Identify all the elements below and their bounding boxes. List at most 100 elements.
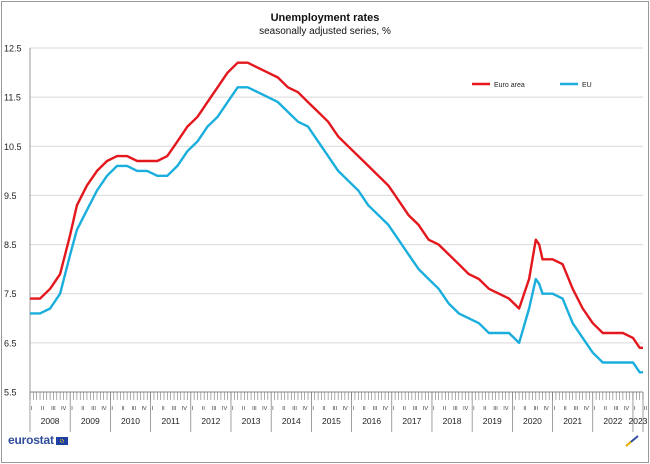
quarter-label: II — [121, 406, 125, 412]
year-label: 2008 — [41, 416, 60, 426]
y-tick-label: 6.5 — [4, 338, 17, 348]
legend: Euro area EU — [472, 82, 592, 89]
quarter-label: IV — [503, 406, 509, 412]
quarter-label: II — [162, 406, 166, 412]
quarter-label: I — [513, 406, 515, 412]
quarter-label: I — [152, 406, 154, 412]
quarter-label: I — [71, 406, 73, 412]
year-label: 2014 — [282, 416, 301, 426]
quarter-label: III — [493, 406, 498, 412]
quarter-label: II — [282, 406, 286, 412]
year-label: 2017 — [402, 416, 421, 426]
quarter-label: I — [634, 406, 636, 412]
y-tick-label: 12.5 — [4, 44, 22, 54]
quarter-label: III — [131, 406, 136, 412]
quarter-label: I — [433, 406, 435, 412]
quarter-label: III — [413, 406, 418, 412]
legend-label: EU — [582, 82, 592, 89]
quarter-label: III — [292, 406, 297, 412]
quarter-label: III — [172, 406, 177, 412]
quarter-label: I — [473, 406, 475, 412]
y-tick-label: 9.5 — [4, 191, 17, 201]
quarter-label: IV — [222, 406, 228, 412]
quarter-label: III — [332, 406, 337, 412]
quarter-label: II — [483, 406, 487, 412]
series-lines — [30, 61, 643, 374]
year-label: 2011 — [162, 416, 181, 426]
year-label: 2015 — [322, 416, 341, 426]
quarter-label: IV — [544, 406, 550, 412]
year-label: 2021 — [563, 416, 582, 426]
quarter-label: I — [312, 406, 314, 412]
quarter-label: II — [41, 406, 45, 412]
quarter-label: III — [574, 406, 579, 412]
quarter-label: IV — [101, 406, 107, 412]
quarter-label: IV — [262, 406, 268, 412]
quarter-label: III — [533, 406, 538, 412]
quarter-label: IV — [624, 406, 630, 412]
quarter-label: III — [91, 406, 96, 412]
year-label: 2009 — [81, 416, 100, 426]
quarter-label: IV — [584, 406, 590, 412]
quarter-label: II — [242, 406, 246, 412]
quarter-label: I — [272, 406, 274, 412]
gridlines — [29, 47, 643, 393]
quarter-label: II — [604, 406, 608, 412]
y-tick-label: 5.5 — [4, 388, 17, 398]
eurostat-logo: eurostat — [8, 433, 68, 447]
y-tick-label: 11.5 — [4, 93, 21, 103]
quarter-label: I — [111, 406, 113, 412]
logo-text: eurostat — [8, 433, 54, 447]
quarter-label: II — [81, 406, 85, 412]
quarter-label: III — [614, 406, 619, 412]
quarter-label: I — [393, 406, 395, 412]
quarter-label: IV — [182, 406, 188, 412]
chart-title: Unemployment rates — [270, 12, 380, 24]
quarter-label: III — [252, 406, 257, 412]
quarter-label: IV — [61, 406, 67, 412]
quarter-label: II — [202, 406, 206, 412]
eu-flag-icon — [55, 436, 68, 445]
quarter-label: II — [443, 406, 447, 412]
chart-subtitle: seasonally adjusted series, % — [259, 26, 391, 37]
quarter-label: IV — [343, 406, 349, 412]
quarter-label: II — [403, 406, 407, 412]
pen-stroke-icon — [625, 435, 639, 447]
year-label: 2019 — [483, 416, 502, 426]
quarter-label: I — [554, 406, 556, 412]
y-tick-label: 8.5 — [4, 240, 17, 250]
year-label: 2023 — [629, 416, 648, 426]
year-label: 2020 — [523, 416, 542, 426]
quarter-label: II — [644, 406, 648, 412]
y-tick-label: 7.5 — [4, 289, 17, 299]
year-label: 2016 — [362, 416, 381, 426]
series-line-euro-area — [30, 61, 643, 349]
year-label: 2010 — [121, 416, 140, 426]
year-label: 2022 — [603, 416, 622, 426]
legend-label: Euro area — [494, 82, 525, 89]
quarter-label: IV — [463, 406, 469, 412]
quarter-label: IV — [302, 406, 308, 412]
quarter-label: I — [31, 406, 33, 412]
quarter-label: IV — [383, 406, 389, 412]
quarter-label: III — [212, 406, 217, 412]
quarter-label: I — [192, 406, 194, 412]
year-label: 2013 — [242, 416, 261, 426]
quarter-label: III — [373, 406, 378, 412]
quarter-label: I — [594, 406, 596, 412]
year-label: 2018 — [443, 416, 462, 426]
quarter-label: IV — [423, 406, 429, 412]
quarter-label: II — [322, 406, 326, 412]
quarter-label: II — [523, 406, 527, 412]
quarter-label: III — [453, 406, 458, 412]
year-label: 2012 — [201, 416, 220, 426]
y-tick-label: 10.5 — [4, 142, 22, 152]
series-line-eu — [30, 86, 643, 374]
quarter-label: II — [363, 406, 367, 412]
quarter-label: IV — [142, 406, 148, 412]
quarter-label: III — [51, 406, 56, 412]
quarter-label: II — [564, 406, 568, 412]
